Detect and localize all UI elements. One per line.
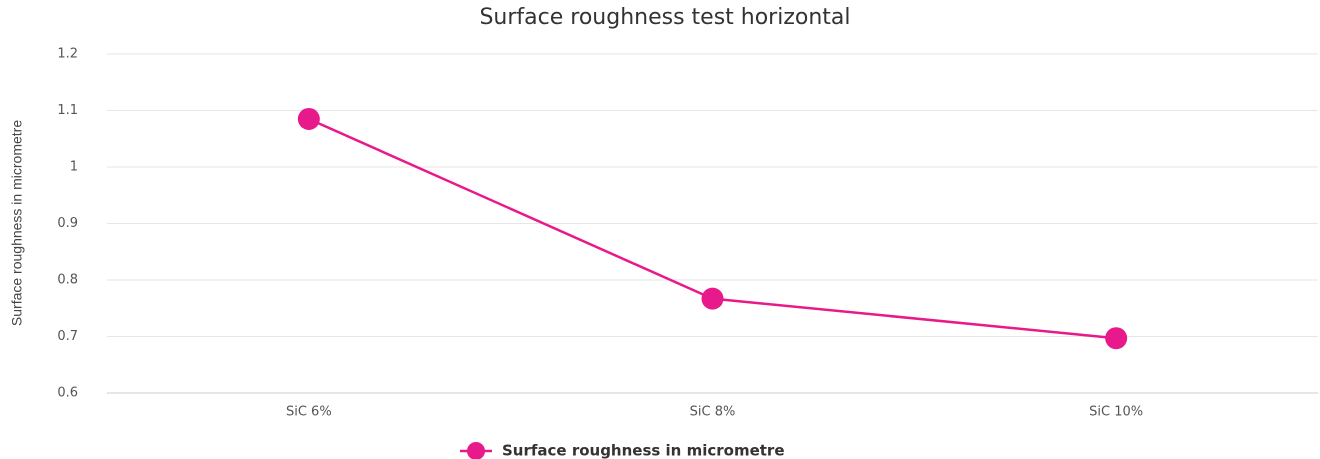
point [701, 287, 724, 310]
point [297, 107, 320, 130]
y-axis-label: Surface roughness in micrometre [9, 120, 25, 326]
y-tick-label: 1 [70, 160, 78, 175]
x-tick-label: SiC 6% [286, 405, 332, 420]
chart-title: Surface roughness test horizontal [479, 5, 850, 30]
x-tick-label: SiC 10% [1089, 405, 1143, 420]
y-tick-label: 0.7 [57, 329, 78, 344]
point [1105, 327, 1128, 350]
y-tick-label: 1.2 [57, 47, 78, 62]
legend-marker [467, 442, 485, 459]
y-tick-label: 1.1 [57, 103, 78, 118]
y-tick-label: 0.8 [57, 273, 78, 288]
y-tick-label: 0.6 [57, 386, 78, 401]
y-tick-label: 0.9 [57, 216, 78, 231]
x-tick-label: SiC 8% [690, 405, 736, 420]
legend-label: Surface roughness in micrometre [502, 442, 785, 459]
